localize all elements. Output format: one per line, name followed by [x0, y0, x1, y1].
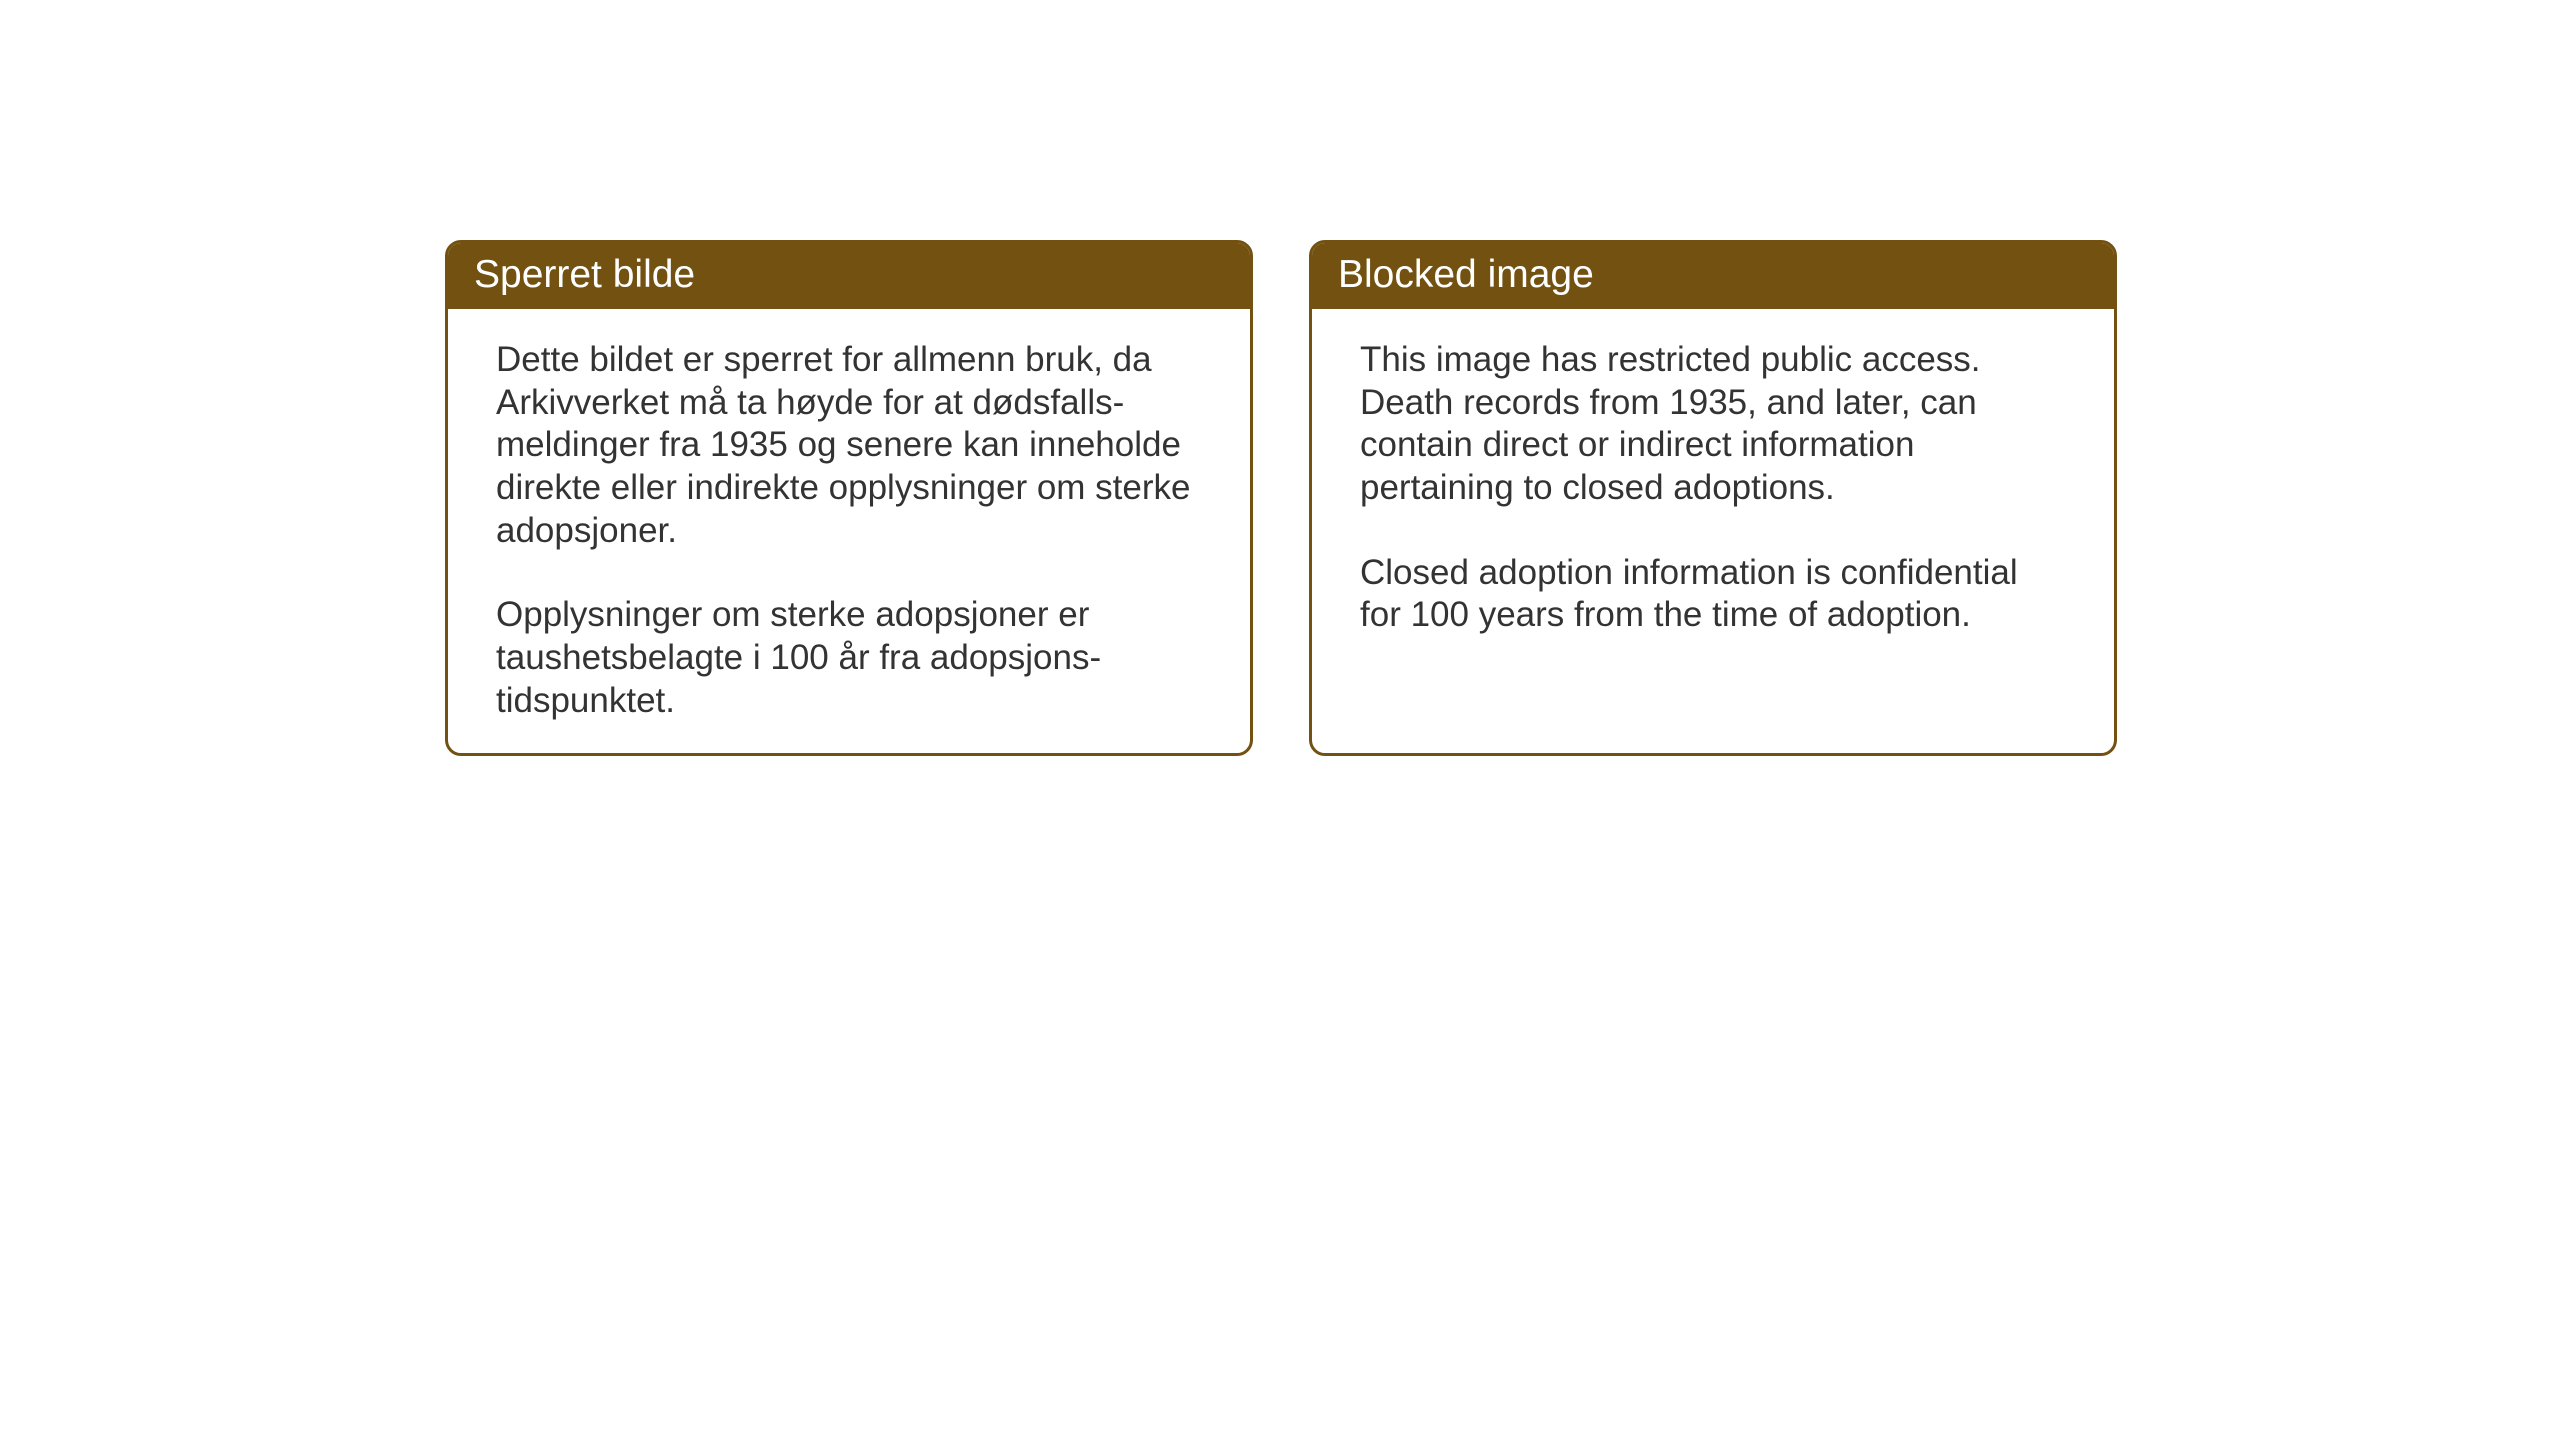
card-paragraph: Dette bildet er sperret for allmenn bruk… [496, 339, 1202, 552]
card-header: Sperret bilde [448, 243, 1250, 309]
notice-container: Sperret bilde Dette bildet er sperret fo… [445, 240, 2117, 756]
card-body: Dette bildet er sperret for allmenn bruk… [448, 309, 1250, 753]
notice-card-english: Blocked image This image has restricted … [1309, 240, 2117, 756]
card-body: This image has restricted public access.… [1312, 309, 2114, 753]
card-title: Sperret bilde [474, 253, 695, 296]
card-paragraph: Closed adoption information is confident… [1360, 552, 2066, 637]
card-paragraph: Opplysninger om sterke adopsjoner er tau… [496, 594, 1202, 722]
card-paragraph: This image has restricted public access.… [1360, 339, 2066, 510]
notice-card-norwegian: Sperret bilde Dette bildet er sperret fo… [445, 240, 1253, 756]
card-title: Blocked image [1338, 253, 1594, 296]
card-header: Blocked image [1312, 243, 2114, 309]
